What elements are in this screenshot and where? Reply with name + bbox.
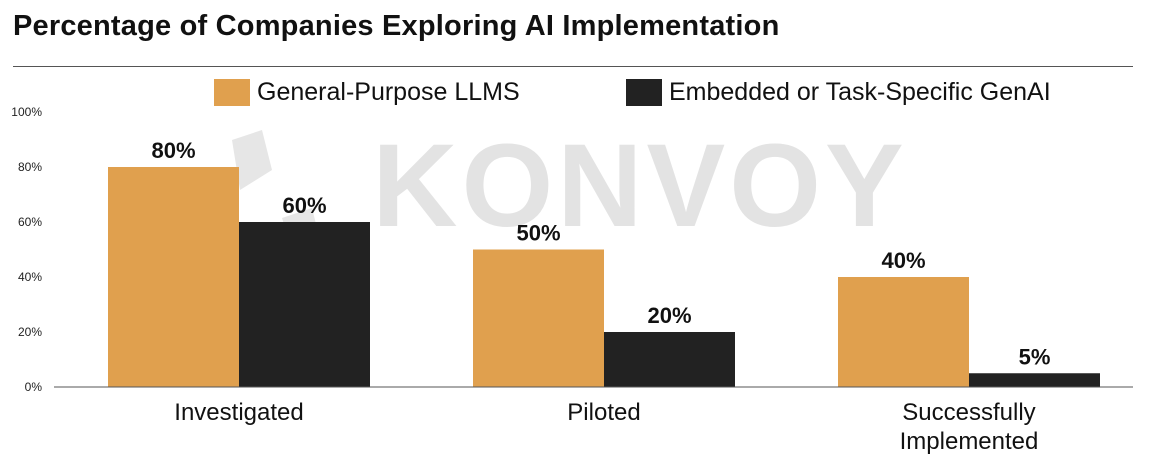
legend-item-general: General-Purpose LLMS: [214, 78, 520, 107]
y-tick-label: 20%: [18, 325, 42, 339]
y-tick-label: 80%: [18, 160, 42, 174]
data-label: 5%: [1019, 344, 1051, 369]
data-label: 80%: [151, 138, 195, 163]
x-category-label: Successfully Implemented: [900, 399, 1039, 455]
watermark-logo-shape: [232, 130, 272, 190]
y-tick-label: 0%: [25, 380, 43, 394]
title-divider: [13, 66, 1133, 67]
data-label: 20%: [647, 303, 691, 328]
watermark-text: KONVOY: [372, 120, 907, 252]
x-category-label: Investigated: [174, 399, 303, 426]
y-tick-label: 40%: [18, 270, 42, 284]
x-category-label: Piloted: [567, 399, 640, 426]
legend-label-embedded: Embedded or Task-Specific GenAI: [669, 78, 1051, 106]
bar-embedded: [969, 373, 1100, 387]
legend-swatch-embedded: [626, 79, 662, 106]
bar-embedded: [604, 332, 735, 387]
data-label: 40%: [881, 248, 925, 273]
data-label: 60%: [282, 193, 326, 218]
bar-general: [473, 249, 604, 387]
legend-swatch-general: [214, 79, 250, 106]
page-title: Percentage of Companies Exploring AI Imp…: [13, 10, 780, 42]
legend-item-embedded: Embedded or Task-Specific GenAI: [626, 78, 1051, 107]
legend-label-general: General-Purpose LLMS: [257, 78, 520, 106]
y-tick-label: 60%: [18, 215, 42, 229]
bar-embedded: [239, 222, 370, 387]
bar-general: [108, 167, 239, 387]
data-label: 50%: [516, 221, 560, 246]
bar-general: [838, 277, 969, 387]
y-tick-label: 100%: [11, 105, 42, 119]
